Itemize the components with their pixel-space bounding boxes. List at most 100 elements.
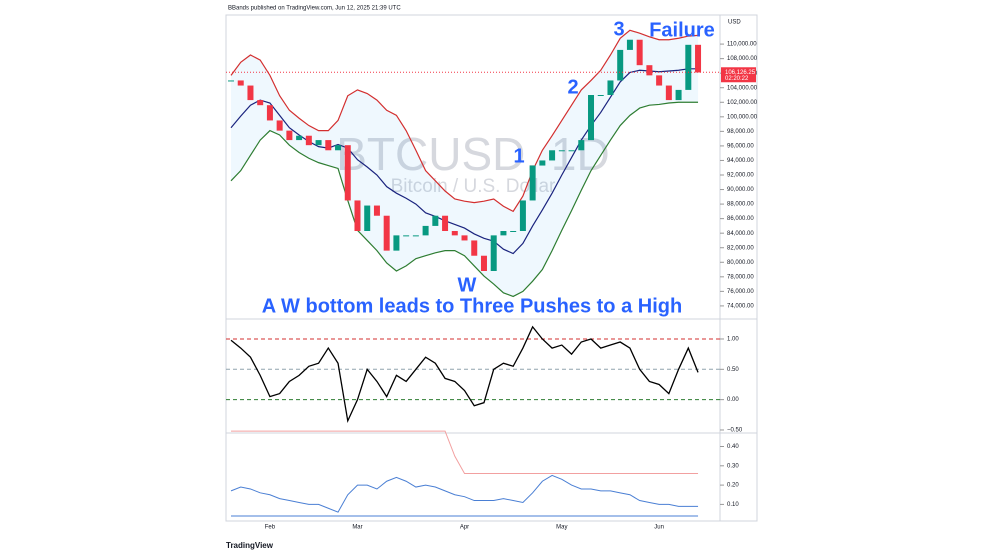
frame xyxy=(225,14,758,522)
last-price: 106,126.25 xyxy=(725,70,756,76)
candle xyxy=(665,85,672,101)
y-tick-label: 88,000.00 xyxy=(727,202,754,208)
logo: TradingView xyxy=(226,541,274,550)
candle xyxy=(247,85,254,101)
y-tick-label: 92,000.00 xyxy=(727,173,754,179)
candle xyxy=(296,135,303,141)
y-tick-label: 0.20 xyxy=(727,483,739,489)
candle xyxy=(286,130,293,141)
candle xyxy=(257,100,264,106)
y-tick-label: 0.30 xyxy=(727,463,739,469)
y-tick-label: 80,000.00 xyxy=(727,260,754,266)
candle xyxy=(578,140,585,151)
y-tick-label: 0.40 xyxy=(727,444,739,450)
candle xyxy=(315,140,322,146)
candle xyxy=(617,49,624,81)
candle xyxy=(461,235,468,241)
candle xyxy=(393,235,400,251)
candle xyxy=(636,39,643,66)
candle xyxy=(626,39,633,50)
candle xyxy=(656,75,663,86)
y-tick-label: 100,000.00 xyxy=(727,114,758,120)
y-tick-label: 110,000.00 xyxy=(727,42,757,48)
candle xyxy=(335,145,342,151)
x-tick-label: Feb xyxy=(265,525,276,531)
y-tick-label: 76,000.00 xyxy=(727,289,754,295)
countdown: 02:20:22 xyxy=(725,76,749,82)
candle xyxy=(373,205,380,216)
candle xyxy=(480,255,487,271)
y-tick-label: 78,000.00 xyxy=(727,274,754,280)
candle xyxy=(354,200,361,231)
series-line xyxy=(230,474,699,513)
y-tick-label: 82,000.00 xyxy=(727,245,754,251)
candle xyxy=(490,235,497,271)
candle xyxy=(510,231,517,232)
candle xyxy=(568,150,575,152)
annotation: Failure xyxy=(649,19,715,41)
candle xyxy=(451,231,458,236)
series-line xyxy=(231,430,699,475)
y-tick-label: −0.50 xyxy=(727,428,743,434)
price-box xyxy=(721,67,756,83)
y-tick-label: 102,000.00 xyxy=(727,100,758,106)
annotation: W xyxy=(458,274,477,296)
x-tick-label: Apr xyxy=(460,525,469,531)
candle xyxy=(442,215,449,231)
y-tick-label: 96,000.00 xyxy=(727,143,754,149)
candle xyxy=(237,80,244,86)
x-tick-label: Mar xyxy=(352,525,362,531)
y-tick-label: 94,000.00 xyxy=(727,158,754,164)
y-tick-label: 108,000.00 xyxy=(727,56,758,62)
candle xyxy=(228,80,234,82)
y-tick-label: 84,000.00 xyxy=(727,231,754,237)
candle xyxy=(539,160,546,166)
candle xyxy=(344,145,351,201)
candle xyxy=(597,95,604,96)
x-tick-label: May xyxy=(556,525,567,531)
candle xyxy=(364,205,371,231)
y-tick-label: 74,000.00 xyxy=(727,303,754,309)
candle xyxy=(422,225,429,236)
x-tick-label: Jun xyxy=(654,525,664,531)
series-line xyxy=(230,101,699,298)
candle xyxy=(695,44,702,73)
watermark-sub: Bitcoin / U.S. Dollar xyxy=(391,176,556,197)
candle xyxy=(500,231,507,236)
candle xyxy=(519,200,526,231)
series-line xyxy=(230,29,699,213)
annotation: 2 xyxy=(567,76,578,98)
annotation: A W bottom leads to Three Pushes to a Hi… xyxy=(262,295,682,317)
candle xyxy=(471,240,478,256)
candle xyxy=(432,215,439,226)
candle xyxy=(266,105,273,121)
candle xyxy=(305,135,312,146)
annotation: 3 xyxy=(613,18,624,40)
y-tick-label: 98,000.00 xyxy=(727,129,754,135)
candle xyxy=(403,235,410,237)
published-note: BBands published on TradingView.com, Jun… xyxy=(228,6,401,12)
series-line xyxy=(230,325,699,424)
candle xyxy=(276,120,283,131)
candle xyxy=(325,140,332,151)
y-tick-label: 104,000.00 xyxy=(727,85,758,91)
candle xyxy=(529,165,536,201)
candle xyxy=(675,89,682,101)
y-tick-label: 1.00 xyxy=(727,337,739,343)
y-tick-label: 0.10 xyxy=(727,502,739,508)
candle xyxy=(588,95,595,141)
annotation: 1 xyxy=(513,145,524,167)
y-tick-label: 0.00 xyxy=(727,397,739,403)
candle xyxy=(549,150,556,161)
candle xyxy=(685,44,692,90)
candle xyxy=(412,235,419,237)
candle xyxy=(558,150,565,152)
y-tick-label: 90,000.00 xyxy=(727,187,754,193)
currency: USD xyxy=(728,20,741,26)
candle xyxy=(646,65,653,76)
candle xyxy=(607,80,614,95)
y-tick-label: 86,000.00 xyxy=(727,216,754,222)
y-tick-label: 0.50 xyxy=(727,367,739,373)
